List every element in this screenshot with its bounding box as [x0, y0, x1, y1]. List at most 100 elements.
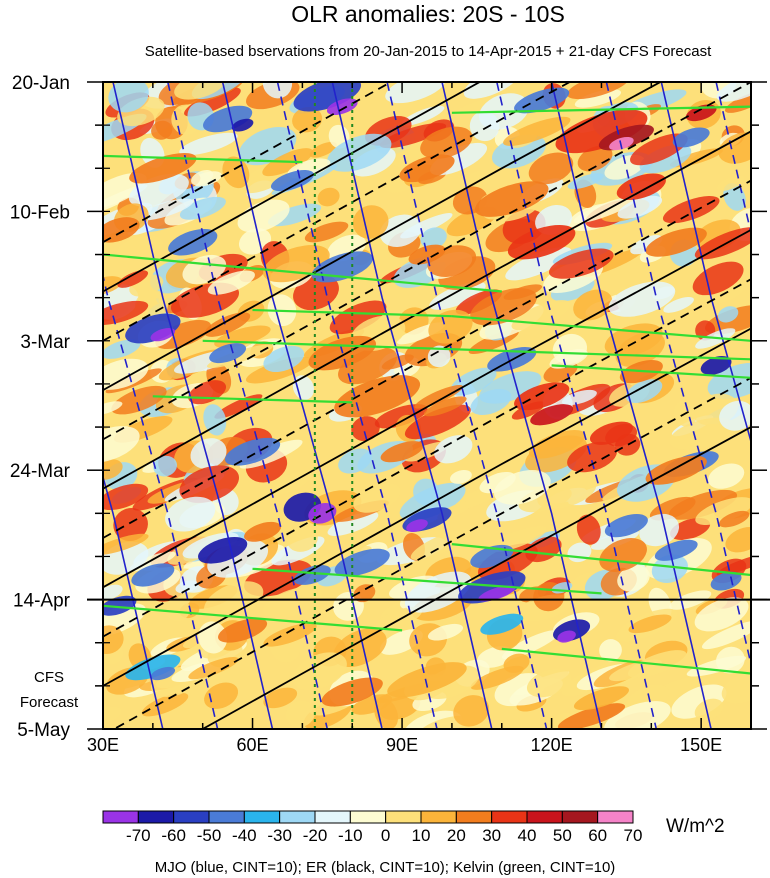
field-cell — [222, 156, 250, 189]
field-feature — [129, 153, 197, 184]
field-feature — [218, 618, 268, 643]
field-cell — [103, 172, 147, 208]
colorbar-label: -50 — [197, 826, 222, 845]
heatmap-field — [103, 82, 751, 729]
colorbar-label: -60 — [161, 826, 186, 845]
colorbar-swatch — [385, 810, 422, 824]
field-cell — [153, 455, 178, 477]
field-cell — [502, 629, 560, 660]
field-cell — [103, 358, 149, 390]
kelvin-contour — [103, 154, 303, 164]
colorbar-label: 30 — [482, 826, 501, 845]
field-feature — [103, 595, 137, 616]
field-cell — [577, 145, 613, 172]
field-feature — [293, 82, 362, 112]
colorbar-label: 70 — [624, 826, 643, 845]
contour-overlays — [103, 82, 751, 729]
field-cell — [190, 438, 227, 469]
field-cell — [103, 300, 149, 326]
field-feature — [557, 630, 576, 643]
colorbar-swatch — [491, 810, 528, 824]
field-cell — [263, 622, 317, 647]
field-cell — [175, 580, 199, 594]
field-cell — [379, 214, 421, 248]
field-cell — [420, 227, 447, 249]
field-cell — [135, 289, 169, 320]
field-cell — [204, 682, 239, 709]
field-cell — [165, 597, 190, 622]
axes: 30E 60E 90E 120E 150E 20-Jan 10-Feb 3-Mar 24-Mar… — [10, 73, 767, 755]
field-cell — [287, 527, 318, 552]
kelvin-contour — [202, 339, 751, 361]
x-tick-label: 150E — [680, 735, 722, 755]
field-cell — [494, 470, 551, 505]
field-cell — [135, 198, 194, 221]
field-cell — [353, 584, 376, 603]
colorbar-label: -70 — [126, 826, 151, 845]
field-feature — [514, 382, 570, 411]
mjo-contour — [441, 82, 603, 729]
field-feature — [270, 170, 314, 192]
colorbar-label: 10 — [412, 826, 431, 845]
field-cell — [671, 684, 727, 719]
field-cell — [477, 543, 538, 581]
field-cell — [462, 169, 496, 187]
field-cell — [718, 510, 750, 528]
field-feature — [198, 537, 248, 564]
kelvin-contour — [103, 604, 403, 632]
field-cell — [567, 173, 604, 190]
colorbar-units: W/m^2 — [666, 816, 725, 837]
field-cell — [151, 120, 173, 140]
colorbar-label: 60 — [588, 826, 607, 845]
field-cell — [723, 183, 746, 211]
mjo-contour — [605, 82, 751, 668]
field-cell — [725, 526, 751, 553]
field-feature — [645, 227, 707, 257]
reference-longitude-lines — [313, 82, 354, 729]
field-cell — [625, 379, 663, 404]
y-tick-label: 24-Mar — [10, 461, 71, 482]
field-cell — [117, 270, 149, 288]
field-cell — [694, 698, 724, 721]
field-feature — [557, 703, 626, 729]
field-cell — [434, 435, 473, 464]
chart-title: OLR anomalies: 20S - 10S — [291, 1, 565, 27]
field-cell — [420, 126, 473, 159]
field-feature — [334, 375, 421, 418]
field-feature — [589, 421, 633, 445]
field-cell — [103, 459, 123, 480]
kelvin-contour — [451, 315, 751, 342]
field-cell — [204, 312, 251, 337]
field-cell — [663, 296, 694, 313]
field-cell — [293, 274, 339, 311]
mjo-contour — [660, 82, 751, 445]
field-cell — [317, 187, 340, 207]
field-feature — [125, 654, 181, 681]
field-cell — [155, 319, 212, 350]
field-feature — [406, 519, 428, 533]
mjo-contour — [331, 82, 493, 729]
mjo-contour — [276, 82, 438, 729]
field-cell — [352, 205, 389, 239]
field-feature — [530, 404, 574, 426]
field-cell — [179, 132, 238, 156]
colorbar-label: 20 — [447, 826, 466, 845]
field-feature — [514, 87, 570, 114]
field-feature — [244, 521, 281, 542]
x-tick-label: 120E — [531, 735, 573, 755]
chart-subtitle: Satellite-based bservations from 20-Jan-… — [145, 43, 712, 60]
field-feature — [326, 98, 358, 115]
field-feature — [209, 343, 247, 364]
colorbar-swatch — [561, 810, 599, 824]
field-cell — [427, 345, 451, 368]
field-cell — [609, 659, 663, 682]
er-contour — [103, 229, 751, 589]
field-cell — [628, 614, 672, 634]
field-cell — [526, 668, 572, 698]
field-cell — [103, 584, 123, 600]
field-cell — [576, 514, 601, 545]
y-tick-label: 20-Jan — [12, 73, 70, 94]
colorbar-label: -20 — [303, 826, 328, 845]
field-cell — [374, 404, 428, 429]
field-feature — [507, 225, 576, 260]
